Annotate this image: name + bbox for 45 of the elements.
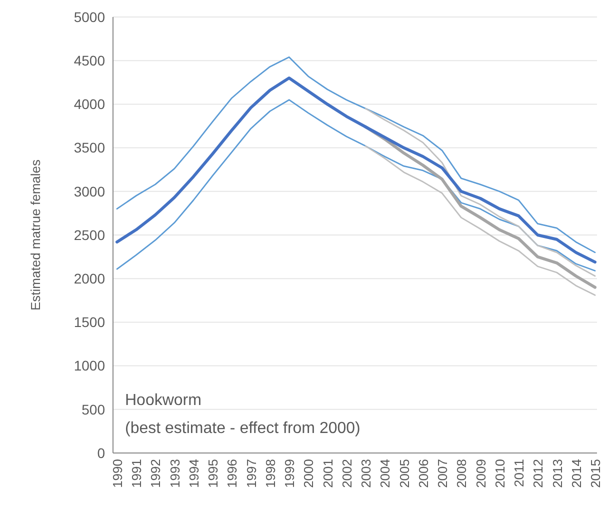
- x-tick-label: 2012: [530, 459, 546, 488]
- x-tick-label: 2006: [416, 459, 431, 488]
- y-tick-label: 1000: [74, 358, 106, 374]
- y-tick-label: 500: [82, 401, 106, 418]
- x-tick-label: 1999: [282, 459, 298, 488]
- x-tick-label: 2015: [588, 459, 603, 488]
- x-tick-label: 2004: [378, 459, 393, 488]
- x-tick-label: 1996: [224, 459, 240, 488]
- x-tick-label: 1992: [148, 459, 164, 488]
- x-tick-label: 2000: [301, 459, 316, 488]
- x-tick-label: 2005: [396, 459, 412, 488]
- y-tick-label: 2000: [74, 270, 106, 286]
- y-tick-label: 5000: [74, 8, 106, 25]
- x-tick-label: 1994: [186, 459, 202, 488]
- x-tick-label: 2010: [492, 459, 508, 488]
- annotation: (best estimate - effect from 2000): [125, 420, 360, 437]
- x-tick-label: 1997: [244, 459, 259, 488]
- x-tick-label: 1990: [110, 459, 125, 488]
- y-axis-title: Estimated matrue females: [28, 159, 43, 311]
- x-tick-label: 1991: [129, 459, 144, 488]
- x-tick-label: 2007: [435, 459, 450, 488]
- x-tick-label: 2013: [550, 459, 565, 488]
- y-tick-label: 4000: [74, 96, 106, 112]
- y-tick-label: 3500: [74, 140, 106, 156]
- line-series: [116, 56, 596, 254]
- x-tick-label: 1998: [262, 459, 278, 488]
- x-tick-label: 2014: [568, 459, 584, 488]
- y-tick-label: 0: [97, 444, 106, 461]
- x-tick-label: 1995: [206, 459, 221, 488]
- line-series: [364, 145, 596, 296]
- y-tick-label: 3000: [74, 183, 106, 200]
- x-tick-label: 2001: [320, 459, 336, 488]
- line-series: [116, 76, 596, 264]
- annotation: Hookworm: [125, 392, 202, 409]
- y-tick-label: 2500: [74, 226, 106, 243]
- x-tick-label: 2008: [454, 459, 470, 488]
- x-tick-label: 2009: [473, 459, 488, 488]
- y-tick-label: 4500: [74, 52, 106, 68]
- x-tick-label: 2002: [339, 459, 354, 488]
- x-tick-label: 2003: [358, 459, 374, 488]
- x-tick-label: 2011: [512, 459, 527, 487]
- y-tick-label: 1500: [74, 314, 106, 330]
- x-tick-label: 1993: [167, 459, 182, 488]
- line-series: [116, 99, 596, 272]
- line-series: [364, 108, 596, 277]
